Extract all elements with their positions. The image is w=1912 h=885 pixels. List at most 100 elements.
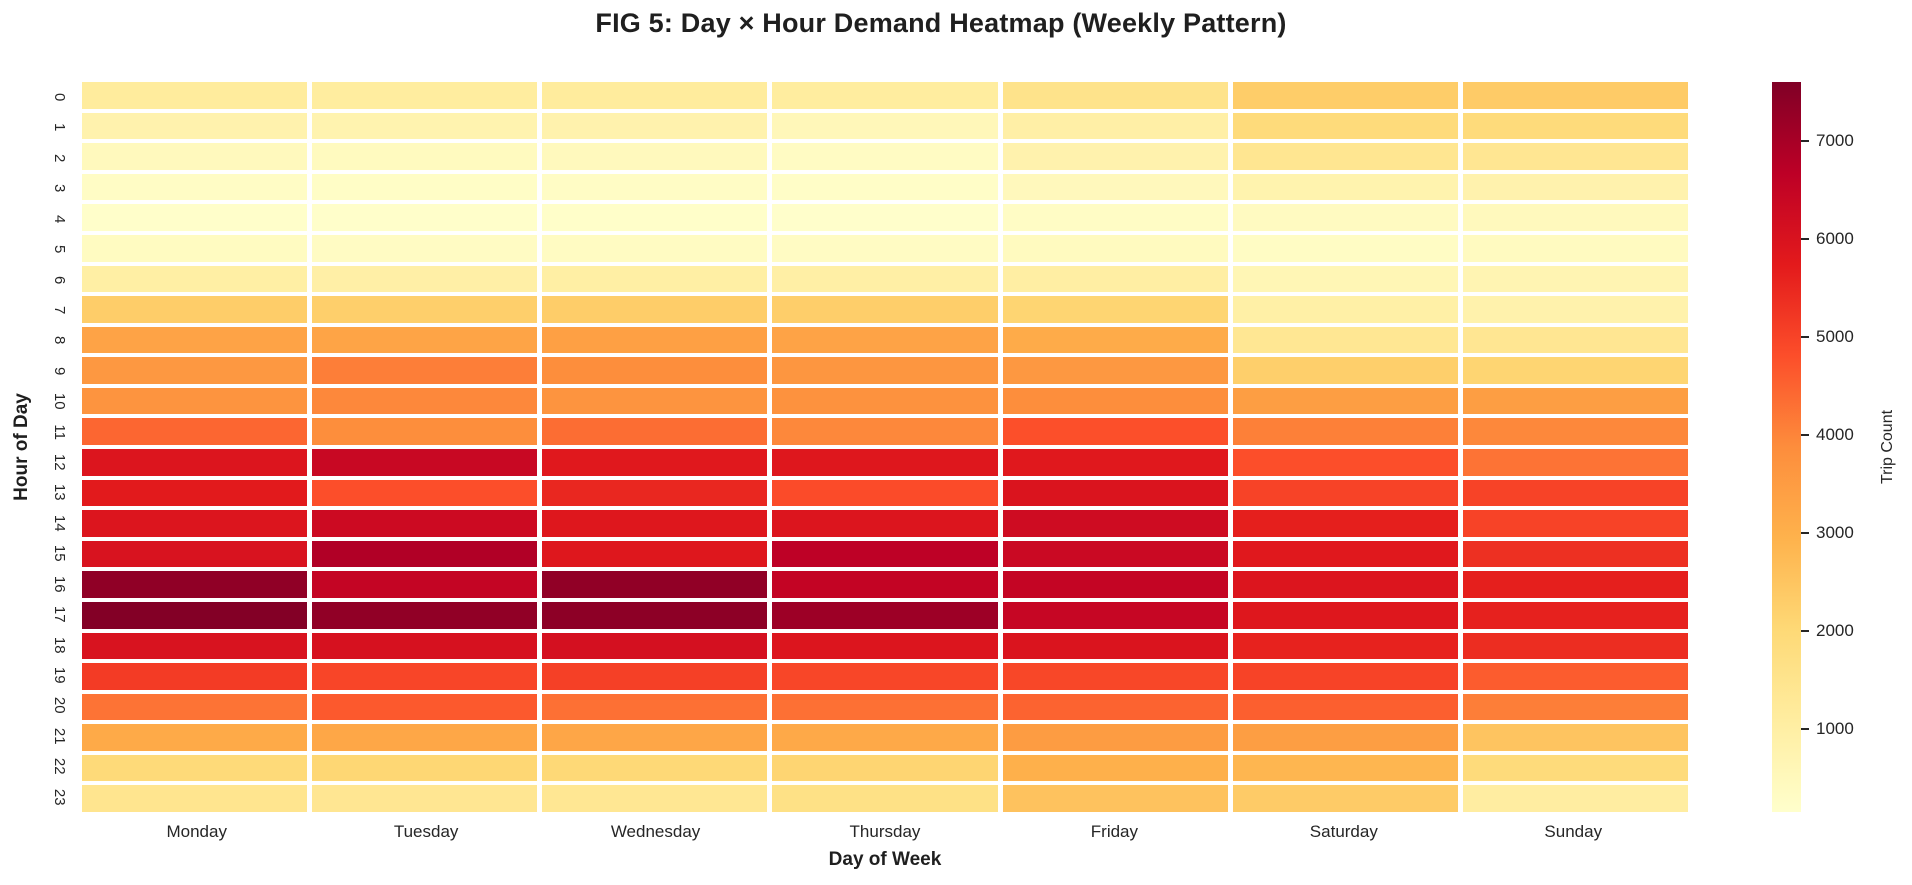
heatmap-cell-tuesday-h2 [312, 143, 538, 170]
y-tick-label-15: 15 [51, 545, 69, 562]
heatmap-cell-friday-h1 [1002, 112, 1228, 140]
heatmap-cell-thursday-h13 [772, 479, 998, 507]
heatmap-cell-sunday-h7 [1462, 296, 1688, 323]
y-tick-label-11: 11 [51, 424, 69, 440]
y-tick-label-16: 16 [51, 575, 69, 593]
heatmap-cell-saturday-h22 [1232, 754, 1458, 782]
heatmap-cell-thursday-h23 [772, 785, 998, 812]
heatmap-cell-tuesday-h13 [312, 479, 538, 507]
heatmap-cell-monday-h6 [82, 265, 308, 293]
y-tick-label-7: 7 [51, 305, 69, 315]
heatmap-cell-friday-h23 [1002, 785, 1228, 812]
heatmap-cell-monday-h2 [82, 143, 308, 170]
heatmap-cell-wednesday-h22 [542, 754, 768, 782]
y-axis-label: Hour of Day [11, 393, 32, 501]
heatmap-cell-sunday-h20 [1462, 693, 1688, 721]
heatmap-cell-saturday-h1 [1232, 112, 1458, 140]
heatmap-cell-friday-h16 [1002, 571, 1228, 598]
heatmap-cell-sunday-h3 [1462, 173, 1688, 201]
x-tick-label-saturday: Saturday [1309, 822, 1378, 841]
heatmap-cell-thursday-h1 [772, 112, 998, 140]
heatmap-cell-sunday-h5 [1462, 234, 1688, 262]
chart-title: FIG 5: Day × Hour Demand Heatmap (Weekly… [595, 8, 1287, 38]
heatmap-cell-saturday-h23 [1232, 785, 1458, 812]
heatmap-cell-thursday-h16 [772, 571, 998, 598]
heatmap-cell-thursday-h21 [772, 724, 998, 751]
heatmap-cell-wednesday-h21 [542, 724, 768, 751]
heatmap-cell-monday-h21 [82, 724, 308, 751]
heatmap-cell-sunday-h17 [1462, 601, 1688, 629]
colorbar-tick-label-3000: 3000 [1816, 522, 1854, 542]
heatmap-cell-thursday-h22 [772, 754, 998, 782]
y-tick-label-9: 9 [51, 366, 69, 376]
y-tick-label-21: 21 [51, 727, 69, 745]
heatmap-cell-saturday-h2 [1232, 143, 1458, 170]
x-tick-label-wednesday: Wednesday [610, 822, 701, 841]
heatmap-cell-sunday-h11 [1462, 418, 1688, 445]
heatmap-cell-wednesday-h18 [542, 632, 768, 660]
heatmap-cell-wednesday-h20 [542, 693, 768, 721]
colorbar-tick-label-2000: 2000 [1816, 620, 1854, 640]
heatmap-cell-wednesday-h4 [542, 204, 768, 231]
heatmap-cell-monday-h7 [82, 296, 308, 323]
heatmap-cell-monday-h8 [82, 326, 308, 354]
heatmap-cell-monday-h11 [82, 418, 308, 445]
heatmap-cell-saturday-h17 [1232, 601, 1458, 629]
x-tick-label-tuesday: Tuesday [393, 822, 459, 841]
heatmap-cell-friday-h21 [1002, 724, 1228, 751]
heatmap-cell-thursday-h14 [772, 510, 998, 537]
heatmap-cell-saturday-h10 [1232, 387, 1458, 415]
heatmap-cell-saturday-h13 [1232, 479, 1458, 507]
heatmap-cell-wednesday-h6 [542, 265, 768, 293]
colorbar-tick-mark-1000 [1801, 727, 1809, 730]
heatmap-cell-monday-h4 [82, 204, 308, 231]
heatmap-cell-thursday-h8 [772, 326, 998, 354]
heatmap-cell-monday-h1 [82, 112, 308, 140]
heatmap-cell-thursday-h15 [772, 540, 998, 568]
heatmap-cell-thursday-h20 [772, 693, 998, 721]
x-tick-label-monday: Monday [166, 822, 227, 841]
y-tick-labels: 0 1 2 3 4 5 6 7 8 9 10 11 12 13 14 15 16 17 18 19 20 21 22 23 [48, 82, 72, 812]
y-tick-label-5: 5 [51, 245, 69, 254]
heatmap-cell-sunday-h13 [1462, 479, 1688, 507]
heatmap-cell-monday-h17 [82, 601, 308, 629]
heatmap-cell-wednesday-h16 [542, 571, 768, 598]
y-tick-label-12: 12 [51, 453, 69, 471]
y-tick-label-13: 13 [51, 484, 69, 502]
heatmap-cell-saturday-h16 [1232, 571, 1458, 598]
heatmap-cell-thursday-h3 [772, 173, 998, 201]
heatmap-cell-monday-h13 [82, 479, 308, 507]
heatmap-cell-sunday-h9 [1462, 357, 1688, 384]
heatmap-cell-tuesday-h9 [312, 357, 538, 384]
heatmap-cell-saturday-h11 [1232, 418, 1458, 445]
heatmap-cell-wednesday-h5 [542, 234, 768, 262]
heatmap-cell-thursday-h12 [772, 449, 998, 476]
heatmap-cell-saturday-h9 [1232, 357, 1458, 384]
heatmap-cell-saturday-h20 [1232, 693, 1458, 721]
heatmap-cell-wednesday-h0 [542, 82, 768, 109]
heatmap-cell-thursday-h18 [772, 632, 998, 660]
heatmap-cell-wednesday-h15 [542, 540, 768, 568]
heatmap-cell-friday-h19 [1002, 663, 1228, 690]
heatmap-cell-sunday-h2 [1462, 143, 1688, 170]
colorbar-tick-mark-5000 [1801, 335, 1809, 338]
heatmap-cell-monday-h16 [82, 571, 308, 598]
heatmap-cell-wednesday-h9 [542, 357, 768, 384]
heatmap-cell-friday-h4 [1002, 204, 1228, 231]
y-tick-label-14: 14 [51, 514, 69, 532]
y-tick-label-0: 0 [51, 93, 69, 102]
heatmap-cell-friday-h20 [1002, 693, 1228, 721]
heatmap-cell-wednesday-h23 [542, 785, 768, 812]
colorbar-label: Trip Count [1879, 409, 1896, 485]
heatmap-cell-tuesday-h11 [312, 418, 538, 445]
heatmap-cell-thursday-h17 [772, 601, 998, 629]
colorbar-tick-label-4000: 4000 [1816, 424, 1854, 444]
heatmap-cell-monday-h12 [82, 449, 308, 476]
heatmap-cell-tuesday-h23 [312, 785, 538, 812]
colorbar-tick-label-5000: 5000 [1816, 326, 1854, 346]
heatmap-cell-monday-h20 [82, 693, 308, 721]
heatmap-cell-sunday-h0 [1462, 82, 1688, 109]
heatmap-cell-tuesday-h8 [312, 326, 538, 354]
heatmap-cell-saturday-h5 [1232, 234, 1458, 262]
heatmap-cell-saturday-h18 [1232, 632, 1458, 660]
